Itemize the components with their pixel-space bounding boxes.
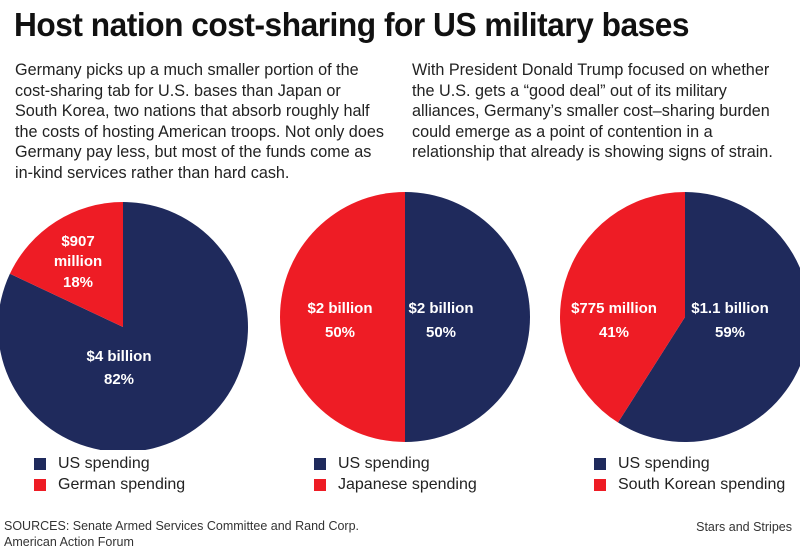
- legend-germany: US spending German spending: [34, 453, 185, 495]
- legend-swatch-host: [34, 478, 46, 491]
- legend-item-host: Japanese spending: [314, 474, 477, 495]
- legend-swatch-host: [314, 478, 326, 491]
- pie-slice-south-korea-us: [618, 192, 800, 442]
- pie-charts: $907 million 18% $4 billion 82% $2 billion 50%…: [0, 192, 800, 450]
- pie-slice-germany-host: [9, 202, 123, 327]
- legend-item-us: US spending: [314, 453, 477, 474]
- legend-item-host: German spending: [34, 474, 185, 495]
- legend-japan: US spending Japanese spending: [314, 453, 477, 495]
- legend-label: Japanese spending: [338, 476, 477, 493]
- legend-label: German spending: [58, 476, 186, 493]
- slice-label-percent: 50%: [426, 324, 456, 341]
- legend-label: US spending: [338, 455, 430, 472]
- page-title: Host nation cost-sharing for US military…: [14, 6, 690, 43]
- legend-swatch-us: [594, 457, 606, 470]
- pie-slice-germany-us: [0, 202, 248, 450]
- slice-label-amount: $2 billion: [307, 300, 372, 317]
- slice-label-percent: 50%: [325, 324, 355, 341]
- intro-right-text: With President Donald Trump focused on w…: [412, 61, 773, 162]
- legend-label: US spending: [618, 455, 710, 472]
- pie-slice-south-korea-host: [560, 192, 685, 423]
- pie-slice-japan-host: [280, 192, 405, 442]
- slice-label-percent: 41%: [599, 324, 629, 341]
- legend-item-us: US spending: [594, 453, 785, 474]
- legend-swatch-us: [314, 457, 326, 470]
- legend-swatch-us: [34, 457, 46, 470]
- intro-left-text: Germany picks up a much smaller portion …: [15, 61, 384, 182]
- slice-label-amount: $4 billion: [86, 348, 151, 365]
- slice-label-amount: $2 billion: [408, 300, 473, 317]
- slice-label-percent: 18%: [63, 274, 93, 291]
- slice-label-percent: 59%: [715, 324, 745, 341]
- slice-label-amount: $775 million: [571, 300, 657, 317]
- legend-south-korea: US spending South Korean spending: [594, 453, 785, 495]
- credit: Stars and Stripes: [696, 520, 792, 534]
- sources: SOURCES: Senate Armed Services Committee…: [4, 518, 359, 550]
- sources-line-2: American Action Forum: [4, 535, 134, 549]
- legend-label: US spending: [58, 455, 150, 472]
- slice-label-amount: million: [54, 253, 102, 270]
- legend-item-host: South Korean spending: [594, 474, 785, 495]
- slice-label-amount: $1.1 billion: [691, 300, 769, 317]
- sources-line-1: SOURCES: Senate Armed Services Committee…: [4, 519, 360, 533]
- legend-label: South Korean spending: [618, 476, 786, 493]
- legend-swatch-host: [594, 478, 606, 491]
- legend-item-us: US spending: [34, 453, 185, 474]
- slice-label-percent: 82%: [104, 371, 134, 388]
- slice-label-amount: $907: [61, 233, 94, 250]
- pie-slice-japan-us: [405, 192, 530, 442]
